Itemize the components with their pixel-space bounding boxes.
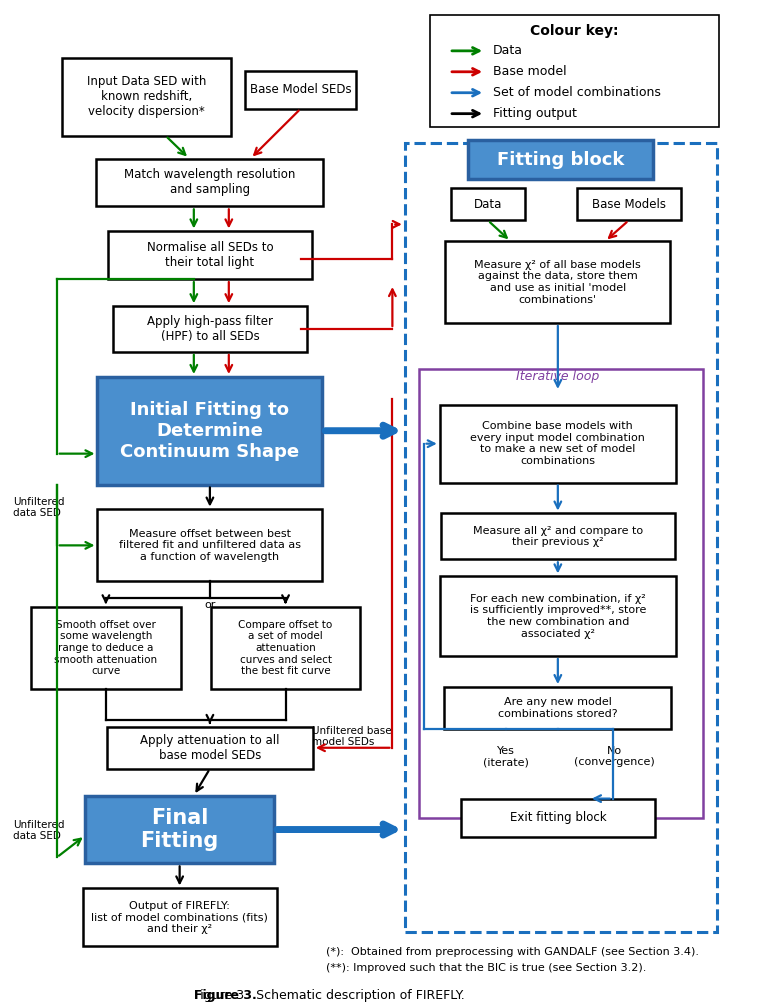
FancyBboxPatch shape [63,58,231,136]
Text: Unfiltered base
model SEDs: Unfiltered base model SEDs [312,726,391,748]
Text: Combine base models with
every input model combination
to make a new set of mode: Combine base models with every input mod… [470,421,645,466]
Text: or: or [205,600,215,610]
Text: Data: Data [474,198,502,211]
Text: Measure offset between best
filtered fit and unfiltered data as
a function of wa: Measure offset between best filtered fit… [119,529,301,562]
Text: Normalise all SEDs to
their total light: Normalise all SEDs to their total light [147,241,273,269]
FancyBboxPatch shape [451,189,525,220]
FancyBboxPatch shape [440,576,676,656]
Text: Compare offset to
a set of model
attenuation
curves and select
the best fit curv: Compare offset to a set of model attenua… [239,620,333,676]
Text: Base model: Base model [493,65,566,78]
Text: Figure 3.: Figure 3. [194,989,256,1002]
FancyBboxPatch shape [113,307,306,352]
Text: Initial Fitting to
Determine
Continuum Shape: Initial Fitting to Determine Continuum S… [120,401,300,460]
Text: Unfiltered
data SED: Unfiltered data SED [13,496,65,519]
Text: Output of FIREFLY:
list of model combinations (fits)
and their χ²: Output of FIREFLY: list of model combina… [91,900,268,934]
FancyBboxPatch shape [83,888,276,946]
Text: Final
Fitting: Final Fitting [141,808,218,851]
Text: Input Data SED with
known redshift,
velocity dispersion*: Input Data SED with known redshift, velo… [87,75,206,119]
Text: Unfiltered
data SED: Unfiltered data SED [13,819,65,841]
FancyBboxPatch shape [440,405,676,482]
Text: Are any new model
combinations stored?: Are any new model combinations stored? [498,697,618,719]
Text: Exit fitting block: Exit fitting block [510,811,606,824]
FancyBboxPatch shape [97,377,323,484]
Text: Iterative loop: Iterative loop [516,371,600,383]
Text: Yes
(iterate): Yes (iterate) [483,746,529,768]
FancyBboxPatch shape [441,514,675,560]
FancyBboxPatch shape [107,727,313,769]
Text: Data: Data [493,44,523,57]
FancyBboxPatch shape [108,231,312,279]
Text: Apply high-pass filter
(HPF) to all SEDs: Apply high-pass filter (HPF) to all SEDs [147,315,273,343]
Text: Measure χ² of all base models
against the data, store them
and use as initial 'm: Measure χ² of all base models against th… [475,259,642,305]
Text: Figure 3.  Schematic description of FIREFLY.: Figure 3. Schematic description of FIREF… [194,989,465,1002]
Text: No
(convergence): No (convergence) [574,746,655,768]
FancyBboxPatch shape [245,70,357,109]
FancyBboxPatch shape [445,241,670,323]
Text: Fitting output: Fitting output [493,108,577,121]
FancyBboxPatch shape [31,607,181,689]
Text: Measure all χ² and compare to
their previous χ²: Measure all χ² and compare to their prev… [472,526,643,547]
Text: Match wavelength resolution
and sampling: Match wavelength resolution and sampling [124,169,296,196]
Text: Base Models: Base Models [592,198,665,211]
Text: Smooth offset over
some wavelength
range to deduce a
smooth attenuation
curve: Smooth offset over some wavelength range… [54,620,157,676]
FancyBboxPatch shape [211,607,361,689]
FancyBboxPatch shape [461,799,655,836]
Text: Colour key:: Colour key: [530,24,618,38]
Text: Apply attenuation to all
base model SEDs: Apply attenuation to all base model SEDs [141,734,279,762]
FancyBboxPatch shape [97,510,323,581]
FancyBboxPatch shape [577,189,681,220]
FancyBboxPatch shape [85,796,274,863]
FancyBboxPatch shape [445,687,672,729]
Text: Set of model combinations: Set of model combinations [493,86,661,99]
FancyBboxPatch shape [430,15,719,127]
FancyBboxPatch shape [468,140,653,180]
Text: (**): Improved such that the BIC is true (see Section 3.2).: (**): Improved such that the BIC is true… [327,963,647,973]
Text: Base Model SEDs: Base Model SEDs [250,83,351,96]
Text: Fitting block: Fitting block [497,151,625,169]
Text: For each new combination, if χ²
is sufficiently improved**, store
the new combin: For each new combination, if χ² is suffi… [469,594,646,638]
FancyBboxPatch shape [96,159,323,206]
Text: (*):  Obtained from preprocessing with GANDALF (see Section 3.4).: (*): Obtained from preprocessing with GA… [327,947,699,957]
